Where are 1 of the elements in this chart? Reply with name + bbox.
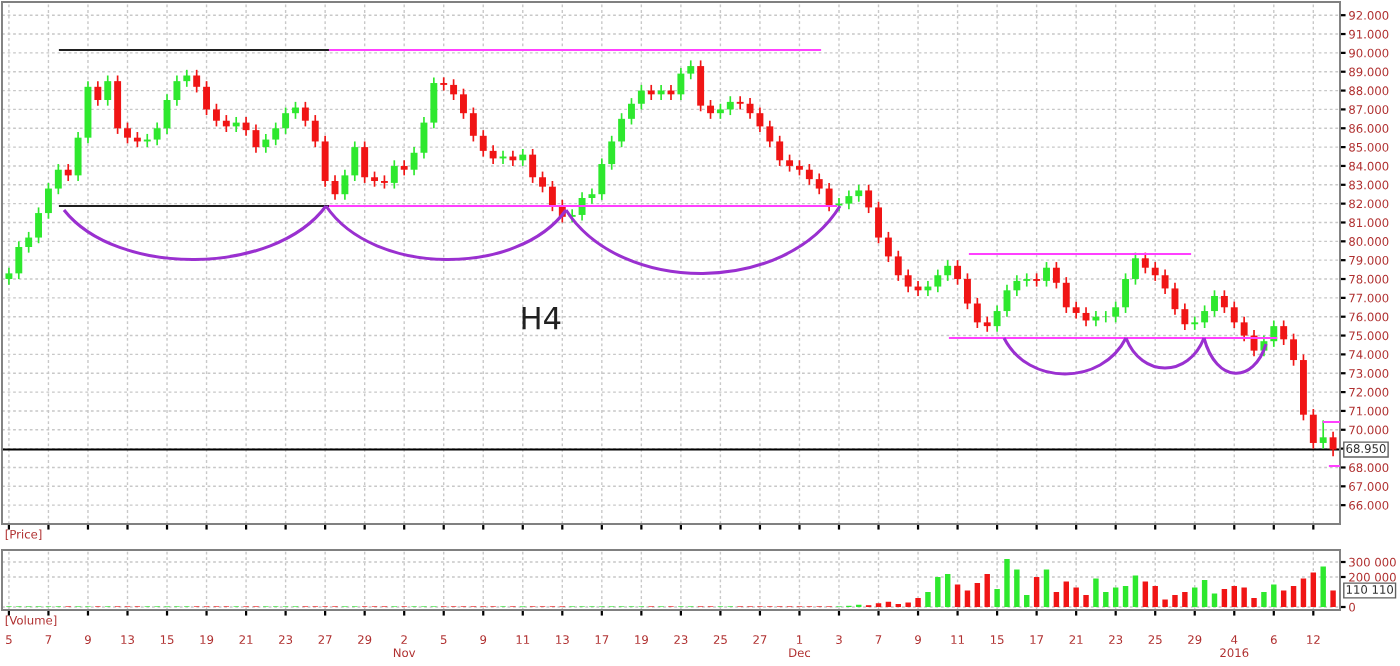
annotation: H4 <box>522 306 561 330</box>
